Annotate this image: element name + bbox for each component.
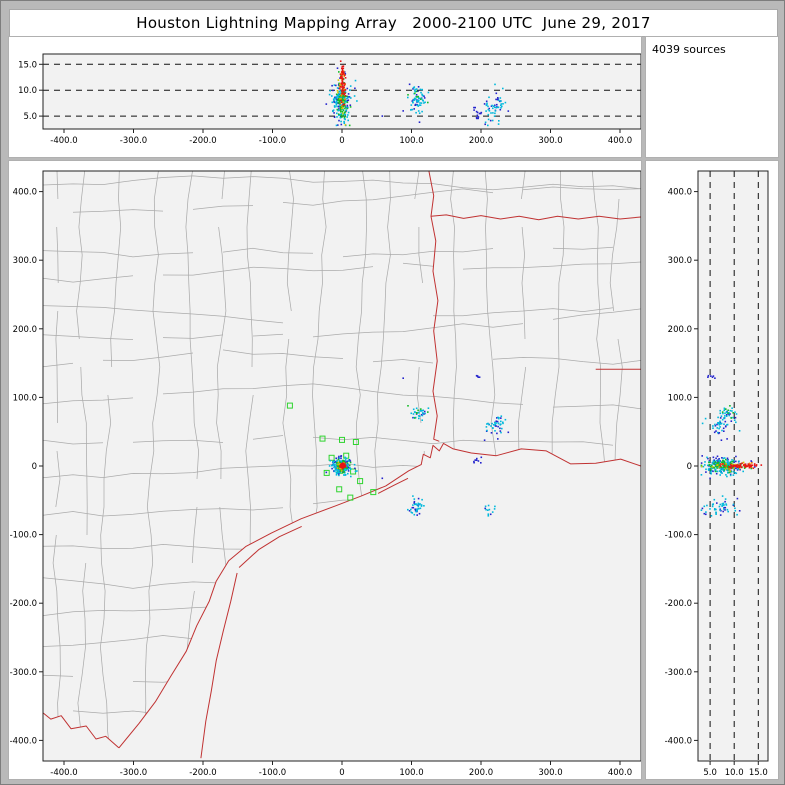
tick-label: -100.0 (665, 531, 692, 541)
tick-label: 10.0 (18, 86, 37, 96)
tick-label: -400.0 (50, 136, 77, 146)
tick-label: -300.0 (120, 768, 147, 778)
tick-label: 200.0 (469, 136, 493, 146)
tick-label: -400.0 (50, 768, 77, 778)
lma-source-points (700, 374, 763, 517)
axes: -400.0 -300.0 -200.0 -100.0 0 100.0 200.0 300.0… (10, 188, 633, 778)
tick-label: 0 (339, 136, 344, 146)
tick-label: 0 (32, 462, 37, 472)
tick-label: 0 (687, 462, 692, 472)
tick-label: 300.0 (668, 256, 692, 266)
tick-label: 400.0 (13, 188, 37, 198)
tick-label: -400.0 (10, 736, 37, 746)
tick-label: -200.0 (189, 768, 216, 778)
tick-label: 300.0 (538, 136, 562, 146)
tick-label: -200.0 (10, 599, 37, 609)
plan-view-map-panel[interactable]: -400.0 -300.0 -200.0 -100.0 0 100.0 200.0 300.0… (8, 160, 642, 780)
tick-label: 200.0 (13, 325, 37, 335)
sources-count-box: 4039 sources (645, 36, 779, 158)
tick-label: -200.0 (189, 136, 216, 146)
tick-label: -300.0 (120, 136, 147, 146)
tick-label: 400.0 (608, 136, 632, 146)
tick-label: -100.0 (259, 136, 286, 146)
tick-label: -400.0 (665, 736, 692, 746)
tick-label: -200.0 (665, 599, 692, 609)
axes: 5.0 10.0 15.0 400.0 300.0 200.0 100.0 0 -100.0 -2… (665, 188, 768, 778)
tick-label: -100.0 (10, 531, 37, 541)
tick-label: 300.0 (538, 768, 562, 778)
tick-label: 400.0 (668, 188, 692, 198)
tick-label: 300.0 (13, 256, 37, 266)
tick-label: 200.0 (469, 768, 493, 778)
tick-label: -100.0 (259, 768, 286, 778)
sources-count-label: 4039 sources (652, 43, 726, 56)
tick-label: 200.0 (668, 325, 692, 335)
state-borders (42, 170, 641, 759)
altitude-vs-northsouth-panel[interactable]: 5.0 10.0 15.0 400.0 300.0 200.0 100.0 0 -100.0 -2… (645, 160, 779, 780)
tick-label: 15.0 (18, 60, 37, 70)
tick-label: -300.0 (10, 668, 37, 678)
tick-label: 10.0 (725, 768, 744, 778)
tick-label: 100.0 (399, 136, 423, 146)
axes: -400.0 -300.0 -200.0 -100.0 0 100.0 200.0 300.0… (18, 60, 632, 146)
tick-label: 100.0 (668, 393, 692, 403)
altitude-vs-eastwest-panel[interactable]: -400.0 -300.0 -200.0 -100.0 0 100.0 200.0 300.0… (8, 36, 642, 158)
tick-label: 100.0 (399, 768, 423, 778)
tick-label: 15.0 (749, 768, 768, 778)
lma-source-points (325, 374, 510, 517)
tick-label: 5.0 (703, 768, 717, 778)
window-title: Houston Lightning Mapping Array 2000-210… (9, 9, 778, 37)
tick-label: 100.0 (13, 393, 37, 403)
tick-label: 0 (339, 768, 344, 778)
tick-label: 5.0 (23, 112, 37, 122)
lma-source-points (325, 60, 510, 127)
tick-label: -300.0 (665, 668, 692, 678)
tick-label: 400.0 (608, 768, 632, 778)
